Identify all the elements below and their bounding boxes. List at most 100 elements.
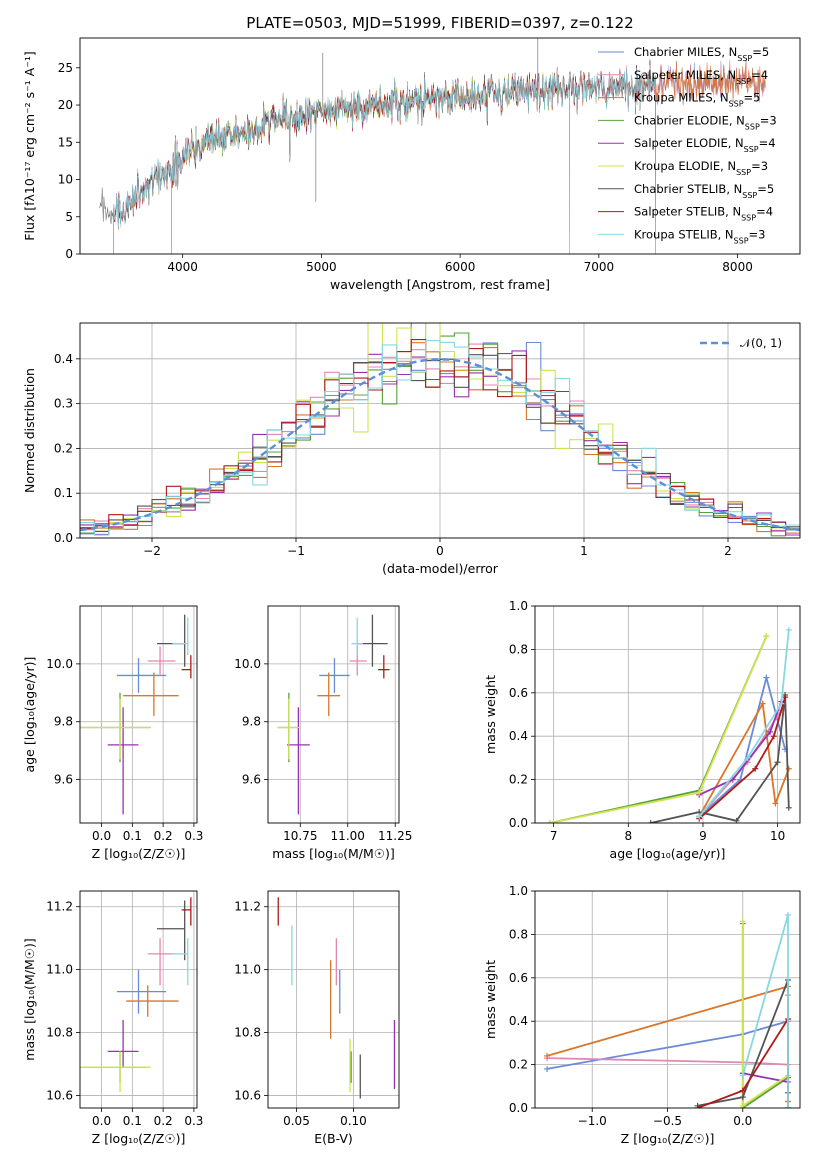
weight-age-axes: 7 8 9 10 0.0 0.2 0.4 0.6 0.8 1.0 age [log₁₀(age/yr… [483,599,801,861]
weight-marker-chabrier-miles [763,674,770,681]
x-tick-label: −1.0 [578,1114,607,1128]
chart-title: PLATE=0503, MJD=51999, FIBERID=0397, z=0… [246,14,633,32]
y-tick-label: 9.6 [54,773,73,787]
weight-marker-salpeter-stelib [770,733,777,740]
y-tick-label: 9.8 [54,715,73,729]
x-tick-label: 0.2 [154,829,173,843]
x-tick-label: 7000 [584,260,615,274]
y-tick-label: 1.0 [509,599,528,613]
y-tick-label: 0.4 [54,352,73,366]
normal-curve [80,358,800,532]
axes-frame [79,890,198,1109]
y-tick-label: 0.3 [54,397,73,411]
histogram-axes: −2 −1 0 1 2 0.0 0.1 0.2 0.3 0.4 (data-model)/error… [22,322,801,576]
y-tick-label: 10 [58,173,73,187]
x-tick-label: 0.3 [184,829,203,843]
x-tick-label: 0 [436,544,444,558]
age-mass-axes: 10.75 11.00 11.25 9.6 9.8 10.0 mass [log₁₀(M/M… [234,605,412,861]
plot-area [535,891,800,1108]
y-tick-label: 0.0 [509,1101,528,1115]
weight-marker-chabrier-miles [544,1065,551,1072]
plot-area [99,38,766,254]
mass-ebv-axes: 0.05 0.10 10.6 10.8 11.0 11.2 E(B-V) [234,890,400,1146]
x-tick-label: 0.0 [92,1114,111,1128]
weight-marker-kroupa-stelib [744,754,751,761]
x-tick-label: 0.2 [154,1114,173,1128]
x-tick-label: 0.0 [733,1114,752,1128]
weight-line-kroupa-elodie [549,636,768,823]
legend-label-kroupa-stelib: Kroupa STELIB, NSSP=3 [634,227,765,245]
y-axis-label: mass weight [483,960,498,1039]
x-tick-label: 11.00 [331,829,365,843]
y-tick-label: 0.4 [509,1014,528,1028]
y-tick-label: 10.0 [46,657,73,671]
x-tick-label: 6000 [445,260,476,274]
x-axis-label: E(B-V) [314,1131,353,1146]
weight-line-salpeter-elodie [698,701,783,796]
x-tick-label: 2 [724,544,732,558]
x-tick-label: 7 [550,829,558,843]
axes-frame [534,890,801,1109]
legend-label-salpeter-miles: Salpeter MILES, NSSP=4 [634,68,768,86]
y-tick-label: 0.6 [509,686,528,700]
weight-marker-kroupa-stelib [696,813,703,820]
x-tick-label: 0.05 [283,1114,310,1128]
y-tick-label: 0.4 [509,729,528,743]
x-axis-label: Z [log₁₀(Z/Z☉)] [92,1131,186,1146]
spectrum-model-salpeter-miles [113,59,766,254]
weight-marker-salpeter-stelib [782,694,789,701]
weight-marker-salpeter-stelib [694,1105,701,1108]
y-tick-label: 20 [58,98,73,112]
legend-label-kroupa-miles: Kroupa MILES, NSSP=5 [634,91,760,109]
x-tick-label: 8000 [722,260,753,274]
weight-marker-kroupa-stelib [784,911,791,918]
spectrum-model-kroupa-stelib [113,65,656,254]
weight-marker-kroupa-stelib [785,626,792,633]
plot-area [80,606,197,823]
histogram-salpeter-stelib [80,339,800,530]
x-axis-label: wavelength [Angstrom, rest frame] [330,277,550,292]
weight-marker-kroupa-miles [544,1052,551,1059]
y-axis-label: mass weight [483,675,498,754]
y-tick-label: 0.2 [509,773,528,787]
weight-line-salpeter-stelib [698,696,786,820]
legend-label-chabrier-stelib: Chabrier STELIB, NSSP=5 [634,182,774,200]
weight-marker-kroupa-stelib [784,1105,791,1108]
x-tick-label: −1 [287,544,305,558]
y-axis-label: Flux [fλ10⁻¹⁷ erg cm⁻² s⁻¹ A⁻¹] [22,51,37,240]
x-tick-label: 11.25 [378,829,412,843]
legend-label-salpeter-stelib: Salpeter STELIB, NSSP=4 [634,205,773,223]
y-tick-label: 0.8 [509,642,528,656]
x-tick-label: 5000 [306,260,337,274]
y-tick-label: 9.6 [242,773,261,787]
y-tick-label: 0.2 [54,441,73,455]
x-tick-label: 0.0 [92,829,111,843]
y-tick-label: 0.0 [54,531,73,545]
plot-area [268,606,399,823]
weight-marker-kroupa-elodie [546,820,553,823]
legend-label-normal: 𝒩(0, 1) [740,336,782,350]
histogram-chabrier-elodie [80,323,800,537]
histogram-chabrier-stelib [80,354,800,532]
y-tick-label: 0.2 [509,1058,528,1072]
weight-line-kroupa-stelib [698,629,790,818]
mass-z-axes: 0.0 0.1 0.2 0.3 10.6 10.8 11.0 11.2 Z [log₁₀(Z/Z… [22,890,203,1146]
weight-marker-chabrier-stelib [785,804,792,811]
y-tick-label: 0.1 [54,486,73,500]
histogram-kroupa-stelib [80,340,800,536]
plot-area [535,606,800,823]
y-tick-label: 10.8 [234,1026,261,1040]
weight-marker-chabrier-stelib [647,820,654,823]
weight-marker-salpeter-elodie [767,728,774,735]
weight-marker-salpeter-stelib [752,765,759,772]
plot-area [268,891,399,1108]
weight-z-axes: −1.0 −0.5 0.0 0.0 0.2 0.4 0.6 0.8 1.0 Z [log₁₀(Z/… [483,884,801,1146]
y-tick-label: 9.8 [242,715,261,729]
weight-line-chabrier-miles [698,674,786,818]
x-tick-label: 10 [770,829,785,843]
y-tick-label: 5 [65,210,73,224]
axes-frame [534,605,801,824]
legend-label-chabrier-miles: Chabrier MILES, NSSP=5 [634,45,769,63]
x-tick-label: 10.75 [283,829,317,843]
